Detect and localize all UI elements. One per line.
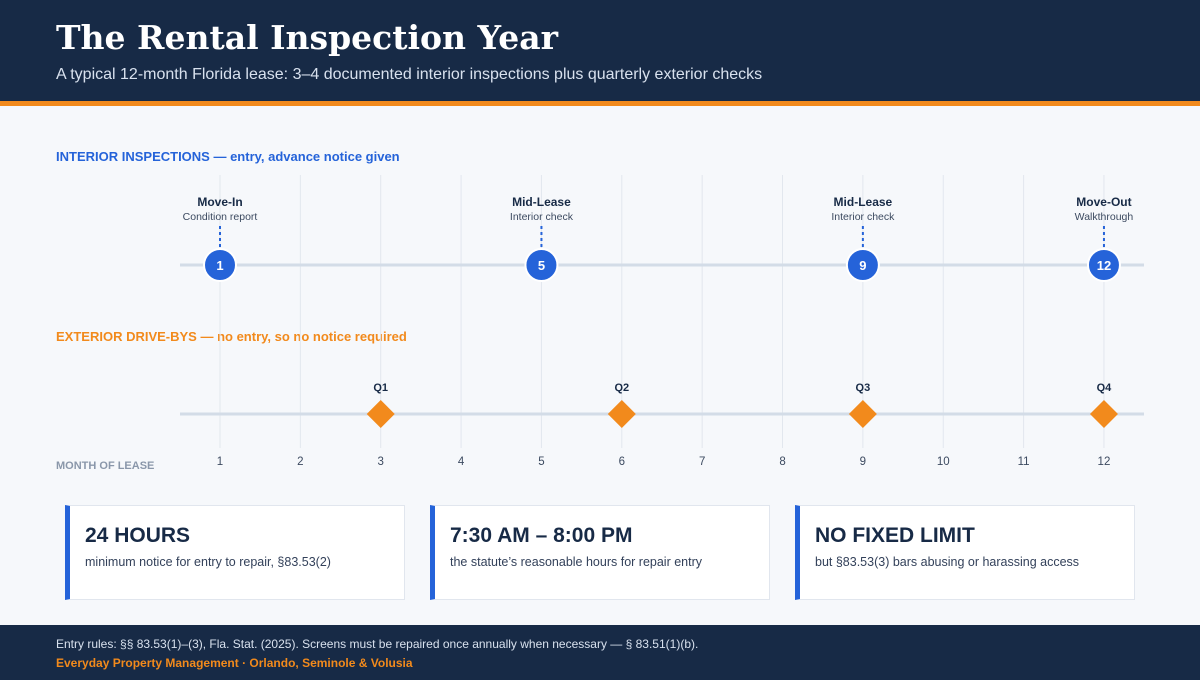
interior-section-label: INTERIOR INSPECTIONS — entry, advance no… <box>56 149 400 164</box>
interior-event-title: Move-Out <box>1076 195 1131 209</box>
exterior-event-label: Q2 <box>614 382 629 394</box>
interior-event-detail: Interior check <box>510 211 574 223</box>
interior-event-marker <box>1086 248 1121 282</box>
month-tick-label: 6 <box>619 456 625 468</box>
exterior-event-label: Q3 <box>856 382 871 394</box>
header-accent-bar <box>0 101 1200 106</box>
exterior-section-label: EXTERIOR DRIVE-BYS — no entry, so no not… <box>56 329 407 344</box>
page-subtitle: A typical 12-month Florida lease: 3–4 do… <box>56 66 763 83</box>
month-tick-label: 4 <box>458 456 465 468</box>
month-tick-label: 3 <box>378 456 384 468</box>
interior-event-marker <box>203 248 237 282</box>
page-title: The Rental Inspection Year <box>56 18 558 57</box>
stat-description: the statute’s reasonable hours for repai… <box>450 555 702 569</box>
header: The Rental Inspection Year A typical 12-… <box>0 0 1200 101</box>
exterior-event-label: Q1 <box>373 382 388 394</box>
interior-event-title: Mid-Lease <box>834 195 893 209</box>
stat-value: NO FIXED LIMIT <box>815 524 975 547</box>
stat-value: 7:30 AM – 8:00 PM <box>450 524 633 547</box>
month-tick-label: 2 <box>297 456 303 468</box>
interior-event-detail: Condition report <box>183 211 258 223</box>
interior-event-title: Mid-Lease <box>512 195 571 209</box>
month-axis-label: MONTH OF LEASE <box>56 460 155 472</box>
stat-card-hours: 7:30 AM – 8:00 PM the statute’s reasonab… <box>430 505 770 600</box>
interior-event-month: 5 <box>538 258 545 273</box>
interior-event-month: 12 <box>1097 258 1111 273</box>
footer-brand: Everyday Property Management · Orlando, … <box>56 656 413 670</box>
stat-description: but §83.53(3) bars abusing or harassing … <box>815 555 1080 569</box>
interior-event-title: Move-In <box>197 195 242 209</box>
stat-card-limit: NO FIXED LIMIT but §83.53(3) bars abusin… <box>795 505 1135 600</box>
month-tick-label: 11 <box>1018 456 1030 468</box>
month-tick-label: 7 <box>699 456 705 468</box>
exterior-event-marker <box>1089 400 1118 428</box>
exterior-event-label: Q4 <box>1097 382 1113 394</box>
exterior-event-marker <box>848 400 877 428</box>
inspection-timeline: Move-In Condition report 1 Mid-Lease Interio… <box>180 175 1144 468</box>
footer-source-note: Entry rules: §§ 83.53(1)–(3), Fla. Stat.… <box>56 637 699 651</box>
interior-event-month: 1 <box>216 258 223 273</box>
interior-event-detail: Interior check <box>831 211 895 223</box>
footer: Entry rules: §§ 83.53(1)–(3), Fla. Stat.… <box>0 625 1200 680</box>
interior-event-marker <box>845 248 880 282</box>
interior-event-marker <box>524 248 559 282</box>
stat-description: minimum notice for entry to repair, §83.… <box>85 555 331 569</box>
interior-event-detail: Walkthrough <box>1075 211 1134 223</box>
stat-card-notice: 24 HOURS minimum notice for entry to rep… <box>65 505 405 600</box>
month-tick-label: 10 <box>937 456 950 468</box>
exterior-event-marker <box>366 400 395 428</box>
exterior-event-marker <box>607 400 636 428</box>
month-tick-label: 1 <box>217 456 223 468</box>
month-tick-label: 9 <box>860 456 866 468</box>
month-tick-label: 8 <box>779 456 785 468</box>
month-tick-label: 12 <box>1098 456 1111 468</box>
stat-value: 24 HOURS <box>85 524 191 547</box>
interior-event-month: 9 <box>859 258 866 273</box>
month-tick-label: 5 <box>538 456 544 468</box>
